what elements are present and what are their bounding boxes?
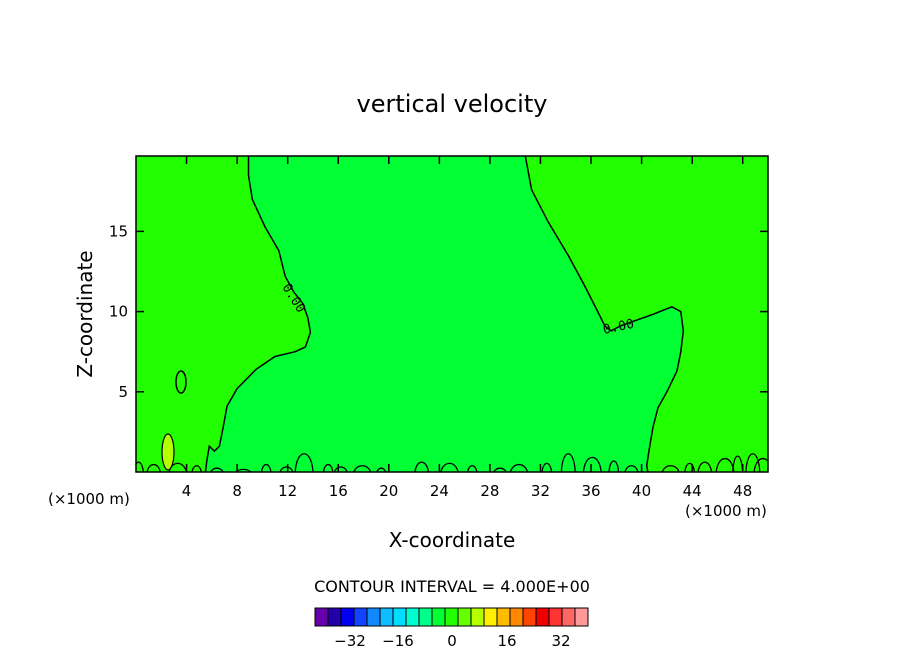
colorbar-swatch (561, 607, 576, 627)
colorbar-swatch (444, 607, 459, 627)
x-tick-label: 24 (430, 482, 449, 500)
y-ticks: 5 10 15 (109, 222, 768, 401)
y-tick-label: 10 (109, 303, 128, 321)
surface-cell-contour (541, 462, 553, 472)
colorbar-labels: −32 −16 0 16 32 (334, 632, 570, 650)
surface-cell-contour (235, 468, 252, 472)
colorbar-tick-label: 16 (497, 632, 516, 650)
x-ticks: 4 8 12 16 20 24 28 32 36 40 44 48 (182, 156, 752, 500)
colorbar-swatch (327, 607, 342, 627)
weak-updraft-cell (161, 433, 175, 471)
colorbar-swatch (392, 607, 407, 627)
colorbar-swatch (340, 607, 355, 627)
y-tick-label: 5 (118, 383, 128, 401)
colorbar-swatch (470, 607, 485, 627)
colorbar-swatch (457, 607, 472, 627)
surface-cell-contour (509, 463, 529, 472)
surface-cell-contour (582, 456, 602, 472)
zero-contour-right (524, 156, 685, 472)
x-tick-label: 48 (733, 482, 752, 500)
surface-cell-contour (560, 453, 576, 472)
x-tick-label: 40 (632, 482, 651, 500)
colorbar-swatch (496, 607, 511, 627)
surface-cell-contour (466, 465, 478, 472)
colorbar-swatch (314, 607, 329, 627)
x-tick-label: 44 (683, 482, 702, 500)
colorbar-swatch (509, 607, 524, 627)
colorbar-tick-label: −32 (334, 632, 366, 650)
x-tick-label: 36 (581, 482, 600, 500)
surface-cell-contour (745, 453, 761, 472)
x-unit-right: (×1000 m) (685, 502, 767, 520)
plot-area (136, 156, 768, 472)
x-tick-label: 16 (329, 482, 348, 500)
surface-cell-contour (624, 465, 639, 472)
surface-cell-contour (210, 467, 224, 472)
x-unit-left: (×1000 m) (48, 490, 130, 508)
plot-frame (135, 155, 769, 473)
colorbar-swatch (418, 607, 433, 627)
colorbar-swatch (431, 607, 446, 627)
colorbar-tick-label: −16 (382, 632, 414, 650)
negative-region-fill (205, 156, 684, 472)
surface-cell-contour (376, 467, 387, 472)
x-tick-label: 20 (379, 482, 398, 500)
surface-cell-contour (191, 465, 202, 472)
surface-cells (136, 453, 768, 472)
colorbar-tick-label: 32 (551, 632, 570, 650)
surface-cell-contour (661, 465, 680, 472)
colorbar-swatch (574, 607, 589, 627)
y-tick-label: 15 (109, 222, 128, 240)
colorbar (314, 607, 589, 627)
x-tick-label: 12 (278, 482, 297, 500)
x-tick-label: 32 (531, 482, 550, 500)
surface-cell-contour (322, 463, 334, 472)
surface-cell-contour (279, 466, 294, 472)
colorbar-swatch (522, 607, 537, 627)
surface-cell-contour (353, 465, 372, 472)
contour-interval: CONTOUR INTERVAL = 4.000E+00 (314, 577, 590, 596)
surface-cell-contour (440, 462, 459, 472)
surface-cell-contour (753, 458, 768, 472)
surface-cell-contour (333, 466, 348, 472)
surface-cell-contour (168, 462, 187, 472)
x-axis-label: X-coordinate (389, 528, 516, 552)
colorbar-swatch (353, 607, 368, 627)
contour-label-right: 0.00 (602, 317, 636, 338)
x-tick-label: 4 (182, 482, 192, 500)
surface-cell-contour (146, 463, 161, 472)
surface-cell-contour (260, 463, 272, 472)
colorbar-swatch (483, 607, 498, 627)
colorbar-swatch (379, 607, 394, 627)
y-axis-label: Z-coordinate (73, 250, 97, 377)
x-tick-label: 28 (480, 482, 499, 500)
colorbar-swatch (548, 607, 563, 627)
surface-cell-contour (493, 467, 507, 472)
colorbar-swatch (405, 607, 420, 627)
x-tick-label: 8 (232, 482, 242, 500)
surface-cell-contour (294, 453, 314, 472)
closed-contour-small (175, 370, 187, 394)
colorbar-swatch (535, 607, 550, 627)
colorbar-tick-label: 0 (447, 632, 457, 650)
chart-title: vertical velocity (357, 90, 548, 118)
surface-cell-contour (684, 462, 695, 472)
surface-cell-contour (715, 458, 735, 472)
colorbar-swatch (366, 607, 381, 627)
zero-contour-left (204, 156, 312, 472)
